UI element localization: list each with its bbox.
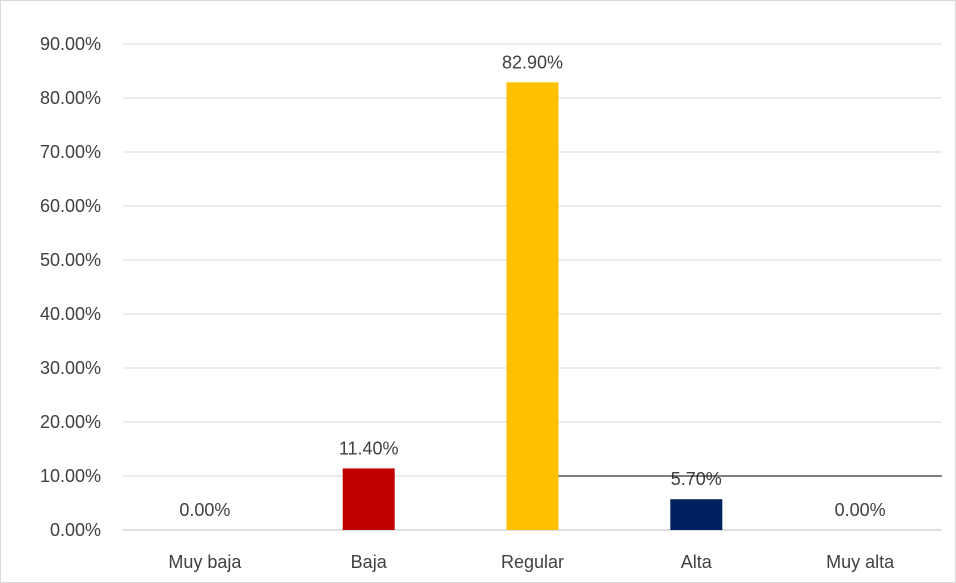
bar — [670, 499, 723, 530]
data-label: 0.00% — [179, 500, 230, 520]
y-tick-label: 30.00% — [40, 358, 101, 378]
y-tick-label: 10.00% — [40, 466, 101, 486]
x-axis-ticks: Muy baja Baja Regular Alta Muy alta — [168, 552, 895, 572]
y-tick-label: 0.00% — [50, 520, 101, 540]
y-tick-label: 60.00% — [40, 196, 101, 216]
data-labels: 0.00% 11.40% 82.90% 5.70% 0.00% — [179, 52, 885, 520]
y-axis-ticks: 0.00% 10.00% 20.00% 30.00% 40.00% 50.00% 60.00… — [40, 34, 101, 540]
y-tick-label: 90.00% — [40, 34, 101, 54]
data-label: 11.40% — [339, 438, 399, 458]
y-tick-label: 70.00% — [40, 142, 101, 162]
x-tick-label: Regular — [501, 552, 564, 572]
y-tick-label: 50.00% — [40, 250, 101, 270]
x-tick-label: Muy alta — [826, 552, 895, 572]
y-tick-label: 40.00% — [40, 304, 101, 324]
data-label: 82.90% — [502, 52, 563, 72]
y-tick-label: 80.00% — [40, 88, 101, 108]
y-tick-label: 20.00% — [40, 412, 101, 432]
x-tick-label: Muy baja — [168, 552, 242, 572]
x-tick-label: Baja — [351, 552, 388, 572]
bar — [342, 468, 395, 530]
data-label: 0.00% — [835, 500, 886, 520]
bars — [342, 82, 723, 530]
bar — [506, 82, 559, 530]
x-tick-label: Alta — [681, 552, 713, 572]
data-label: 5.70% — [671, 469, 722, 489]
